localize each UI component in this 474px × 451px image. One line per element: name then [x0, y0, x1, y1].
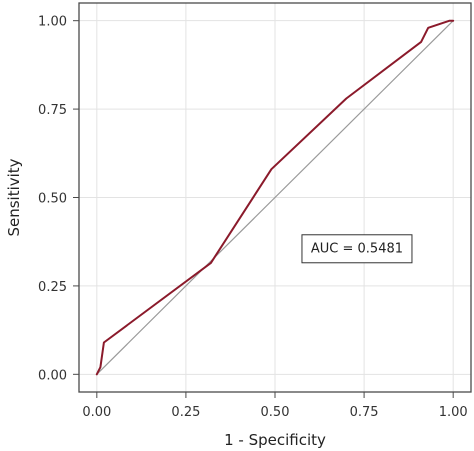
- y-tick-label: 0.25: [38, 280, 67, 295]
- x-tick-label: 0.50: [261, 405, 290, 420]
- y-tick-label: 1.00: [38, 15, 67, 30]
- y-tick-labels: 0.00 0.25 0.50 0.75 1.00: [38, 15, 67, 384]
- y-tick-label: 0.00: [38, 368, 67, 383]
- y-tick-label: 0.50: [38, 192, 67, 207]
- x-tick-label: 0.25: [171, 405, 200, 420]
- x-tick-label: 0.00: [82, 405, 111, 420]
- grid-lines: [79, 3, 471, 392]
- x-tick-label: 1.00: [439, 405, 468, 420]
- y-tick-label: 0.75: [38, 103, 67, 118]
- tick-marks: [73, 20, 454, 398]
- series-layer: [95, 19, 455, 376]
- y-axis-title: Sensitivity: [5, 158, 23, 236]
- x-axis-title: 1 - Specificity: [224, 431, 326, 449]
- x-tick-label: 0.75: [350, 405, 379, 420]
- roc-curve-line: [95, 19, 455, 376]
- auc-annotation-box: [301, 234, 413, 264]
- annotation-layer: AUC = 0.5481: [301, 234, 413, 264]
- auc-annotation-text: AUC = 0.5481: [311, 241, 403, 256]
- reference-diagonal-line: [96, 20, 454, 375]
- x-tick-labels: 0.00 0.25 0.50 0.75 1.00: [82, 405, 467, 420]
